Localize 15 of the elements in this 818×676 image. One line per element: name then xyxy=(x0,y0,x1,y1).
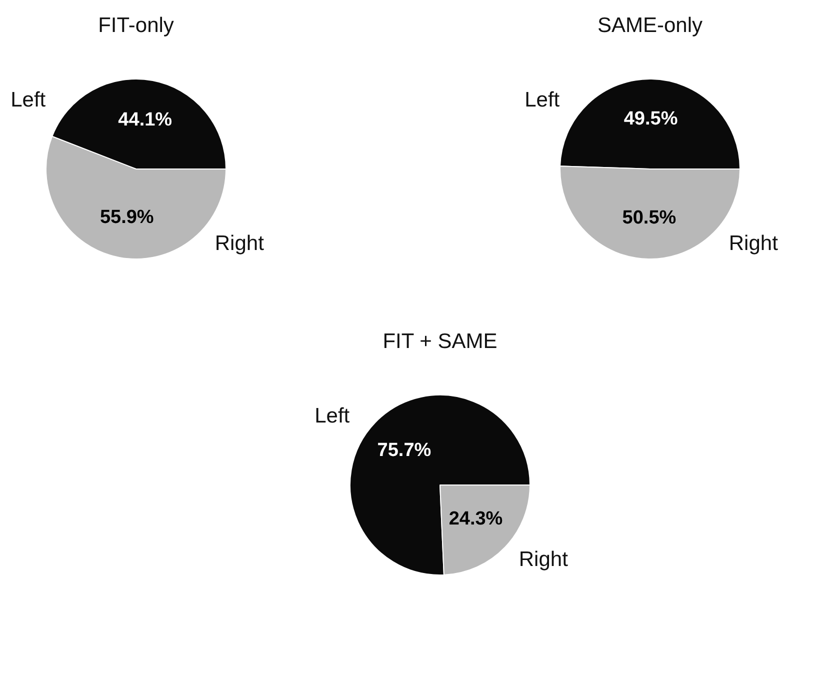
data-label: 55.9% xyxy=(100,206,154,228)
slice-label: Right xyxy=(518,548,568,571)
chart-title: SAME-only xyxy=(596,14,704,39)
chart-title: FIT + SAME xyxy=(382,330,498,355)
data-label: 75.7% xyxy=(377,440,432,462)
slice-label: Left xyxy=(10,88,46,112)
slice-label: Right xyxy=(214,232,264,255)
chart-title: FIT-only xyxy=(97,14,175,39)
data-label: 50.5% xyxy=(622,208,676,229)
data-label: 44.1% xyxy=(118,110,172,131)
data-label: 49.5% xyxy=(624,108,678,130)
slice-label: Left xyxy=(524,88,560,112)
slice-label: Left xyxy=(314,404,350,428)
slice-label: Right xyxy=(728,232,778,255)
data-label: 24.3% xyxy=(448,508,503,530)
